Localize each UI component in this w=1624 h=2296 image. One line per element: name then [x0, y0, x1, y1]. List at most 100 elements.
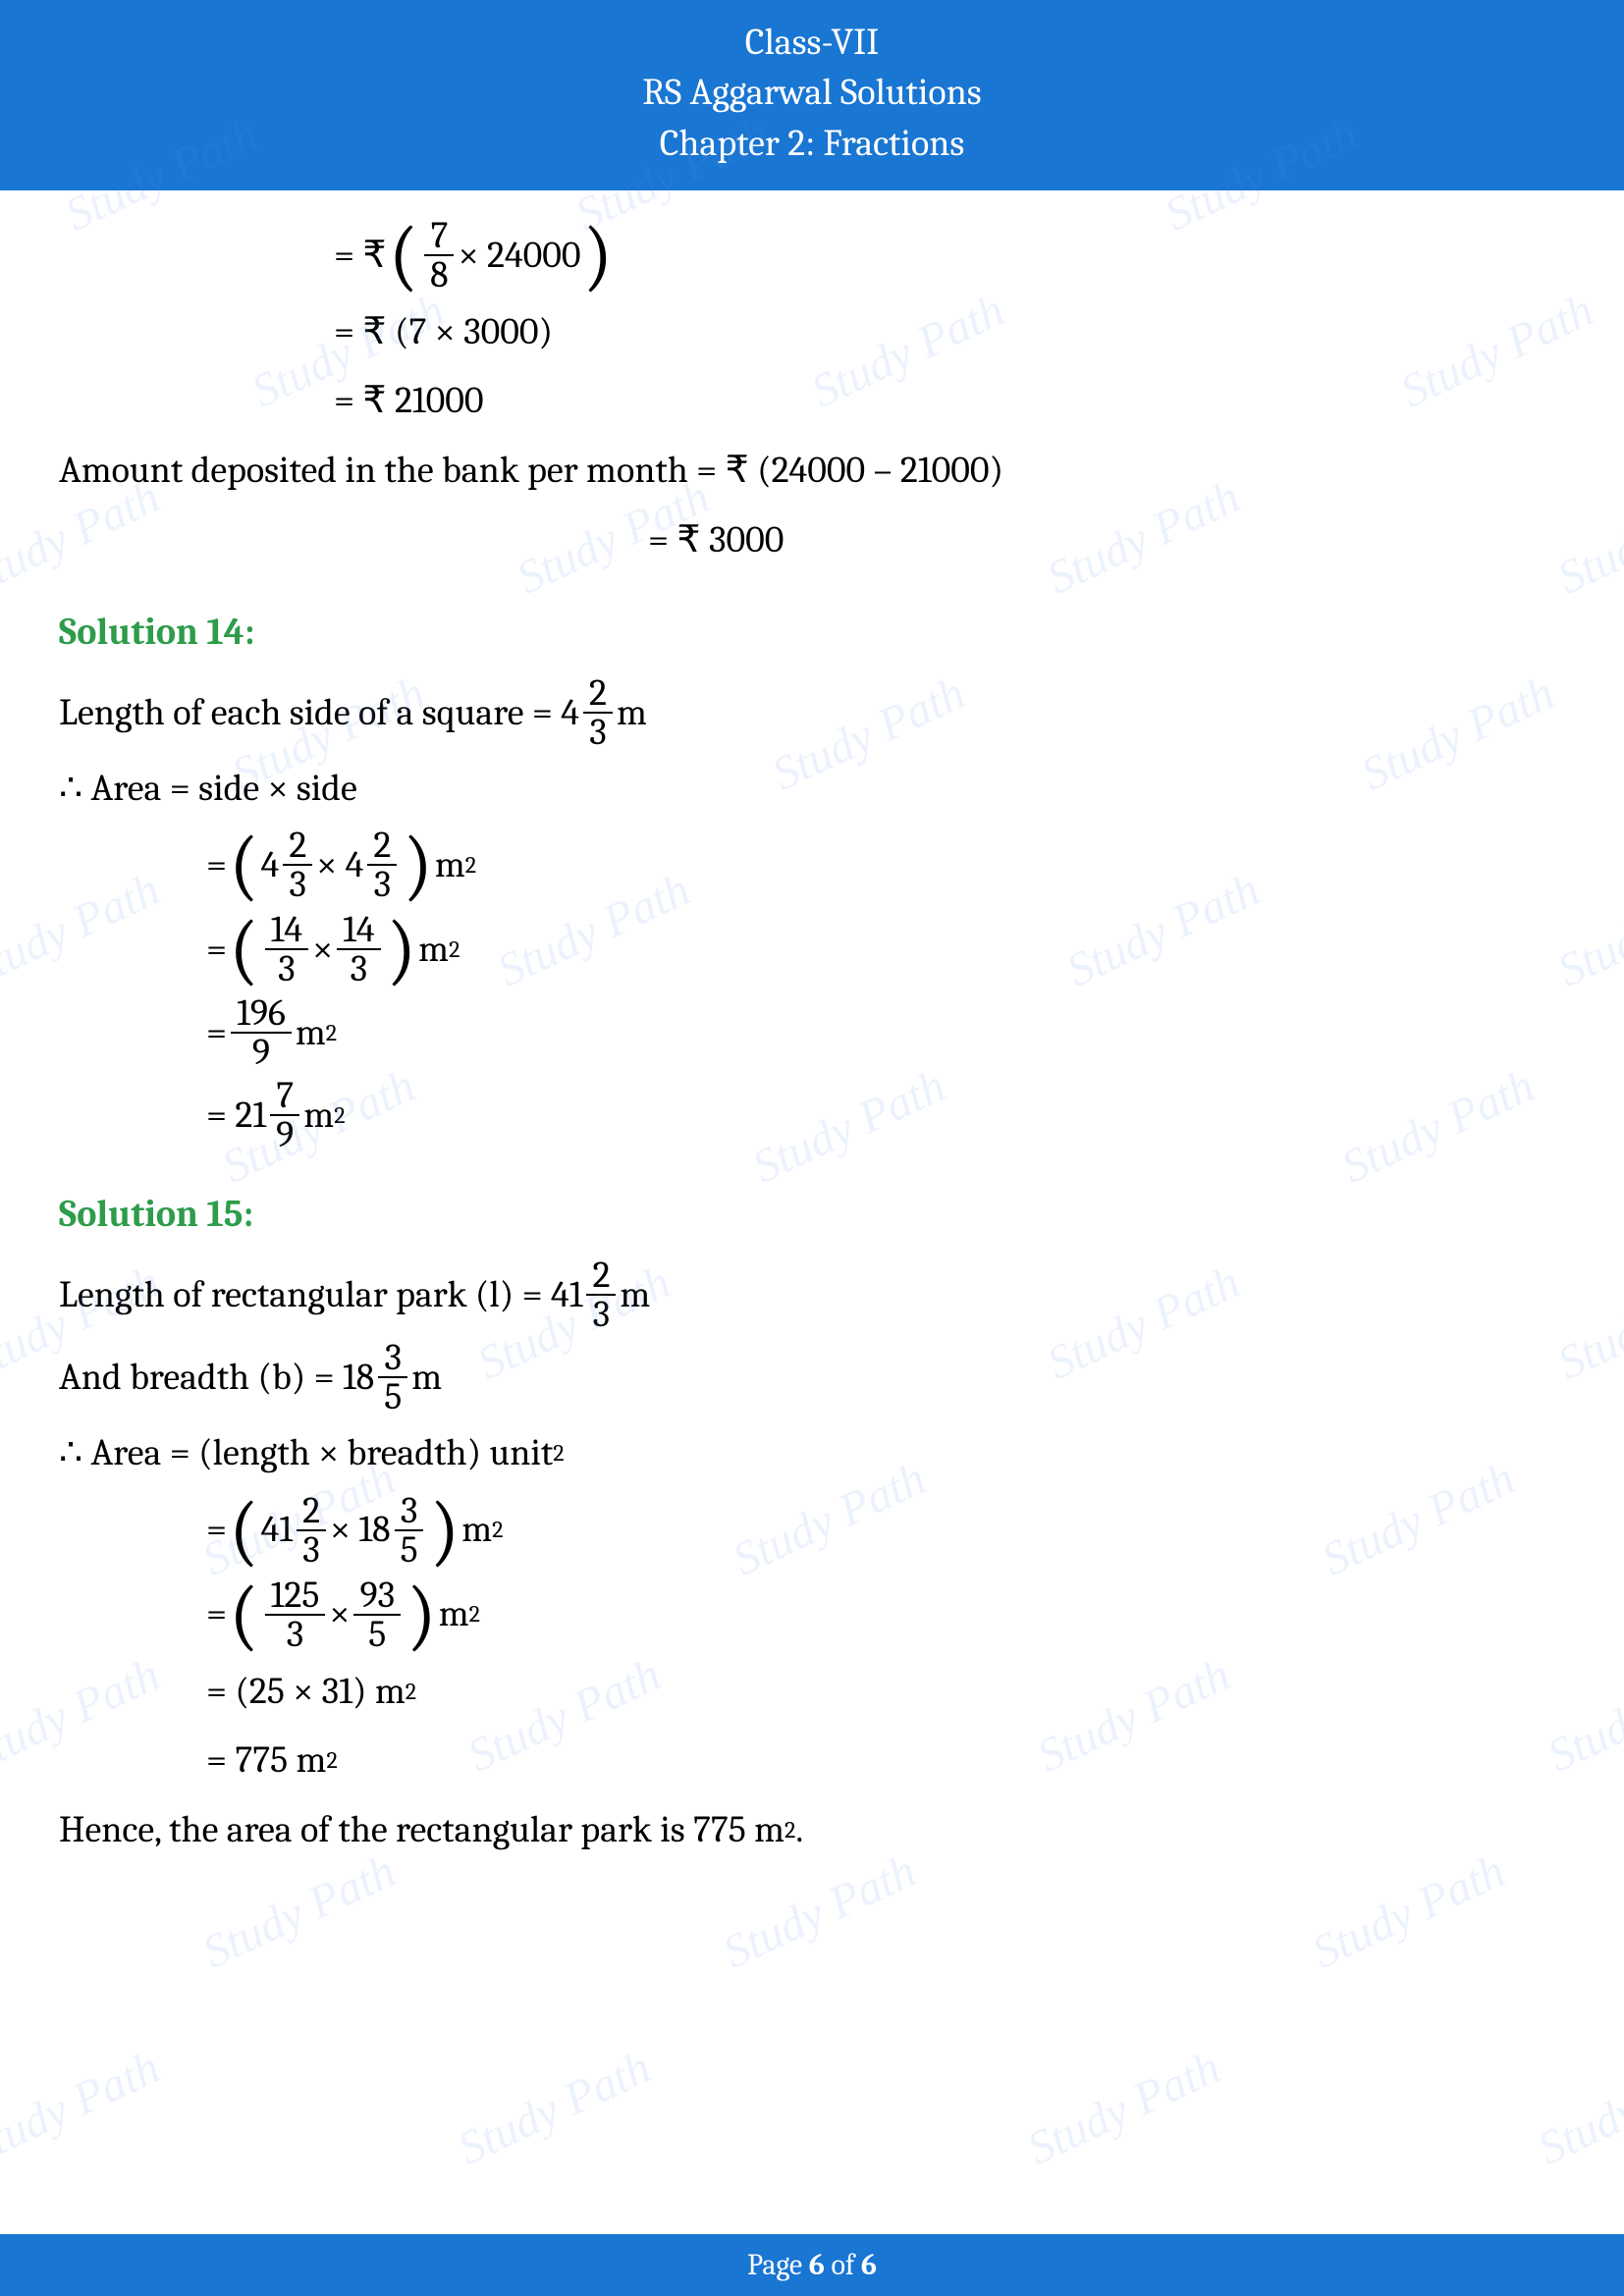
paren-right: ): [403, 826, 433, 904]
eq-line: = ( 14 3 × 14 3 ) m2: [59, 910, 1565, 988]
numerator: 2: [297, 1492, 326, 1531]
watermark-text: Study Path: [0, 2040, 168, 2175]
page-content: = ₹ ( 7 8 × 24000 ) = ₹ (7 × 3000) = ₹ 2…: [0, 190, 1624, 1862]
fraction: 93 5: [353, 1576, 401, 1653]
text: = 21: [206, 1084, 266, 1148]
denominator: 3: [345, 950, 374, 988]
fraction: 196 9: [231, 994, 292, 1071]
text: = ₹: [334, 224, 387, 288]
paren-right: ): [430, 1491, 460, 1570]
text: m: [461, 1498, 492, 1562]
denominator: 3: [272, 950, 301, 988]
sup: 2: [326, 1740, 337, 1781]
header-line-3: Chapter 2: Fractions: [0, 119, 1624, 169]
footer-current: 6: [809, 2248, 825, 2282]
sup: 2: [469, 1594, 480, 1634]
paren-left: (: [229, 826, 259, 904]
text: m: [411, 1346, 442, 1410]
paren-left: (: [229, 1491, 259, 1570]
header-line-1: Class-VII: [0, 18, 1624, 68]
numerator: 2: [283, 827, 312, 866]
text: × 4: [316, 833, 363, 897]
numerator: 14: [265, 911, 308, 950]
fraction: 3 5: [395, 1492, 424, 1569]
sup: 2: [553, 1433, 564, 1473]
page-header: Class-VII RS Aggarwal Solutions Chapter …: [0, 0, 1624, 190]
eq-line: = ₹ (7 × 3000): [59, 300, 1565, 364]
denominator: 5: [395, 1531, 424, 1569]
numerator: 7: [424, 217, 454, 256]
text: m: [439, 1582, 469, 1646]
fraction: 7 8: [424, 217, 454, 294]
eq-line: = 196 9 m2: [59, 994, 1565, 1071]
text: Length of each side of a square = 4: [59, 681, 579, 745]
text: m: [617, 681, 647, 745]
watermark-text: Study Path: [1304, 1843, 1513, 1979]
text: m: [435, 833, 465, 897]
text: m: [303, 1084, 334, 1148]
text: =: [206, 833, 227, 897]
fraction: 3 5: [378, 1339, 407, 1415]
eq-line: = 21 7 9 m2: [59, 1077, 1565, 1153]
solution-14-heading: Solution 14:: [59, 601, 1565, 665]
eq-line: = ₹ 21000: [59, 369, 1565, 433]
text: 4: [261, 833, 280, 897]
watermark-text: Study Path: [1530, 2040, 1624, 2175]
text: = 775 m: [206, 1729, 326, 1792]
numerator: 14: [337, 911, 380, 950]
fraction: 2 3: [283, 827, 312, 903]
text-line: And breadth (b) = 18 3 5 m: [59, 1339, 1565, 1415]
footer-total: 6: [861, 2248, 877, 2282]
sup: 2: [334, 1095, 345, 1136]
eq-line: = ₹ ( 7 8 × 24000 ): [59, 216, 1565, 294]
denominator: 3: [281, 1616, 310, 1653]
sup: 2: [465, 845, 476, 885]
numerator: 125: [265, 1576, 326, 1616]
watermark-text: Study Path: [194, 1843, 404, 1979]
eq-line: = 775 m2: [59, 1729, 1565, 1792]
watermark-text: Study Path: [715, 1843, 924, 1979]
text-line: Amount deposited in the bank per month =…: [59, 439, 1565, 503]
sup: 2: [326, 1013, 337, 1053]
sup: 2: [785, 1810, 795, 1850]
text: And breadth (b) = 18: [59, 1346, 374, 1410]
fraction: 125 3: [265, 1576, 326, 1653]
eq-line: = ( 41 2 3 × 18 3 5 ) m2: [59, 1491, 1565, 1570]
fraction: 7 9: [270, 1077, 299, 1153]
page-footer: Page 6 of 6: [0, 2234, 1624, 2296]
text: 41: [261, 1498, 293, 1562]
text: m: [296, 1001, 326, 1065]
denominator: 5: [362, 1616, 392, 1653]
denominator: 5: [378, 1378, 407, 1415]
text: =: [206, 1001, 227, 1065]
header-line-2: RS Aggarwal Solutions: [0, 68, 1624, 118]
denominator: 9: [246, 1034, 276, 1071]
text: × 18: [330, 1498, 391, 1562]
fraction: 2 3: [367, 827, 397, 903]
paren-right: ): [387, 910, 417, 988]
sup: 2: [449, 930, 460, 970]
fraction: 2 3: [583, 674, 613, 751]
denominator: 3: [297, 1531, 326, 1569]
denominator: 3: [284, 866, 313, 903]
paren-left: (: [229, 1575, 259, 1654]
footer-prefix: Page: [747, 2248, 809, 2282]
fraction: 2 3: [586, 1256, 616, 1333]
text: =: [206, 1498, 227, 1562]
solution-15-heading: Solution 15:: [59, 1183, 1565, 1247]
text: ×: [329, 1582, 350, 1646]
numerator: 93: [353, 1576, 401, 1616]
text-line: Length of each side of a square = 4 2 3 …: [59, 674, 1565, 751]
paren-left: (: [229, 910, 259, 988]
numerator: 196: [231, 994, 292, 1034]
text: m: [418, 918, 449, 982]
text: Length of rectangular park (l) = 41: [59, 1263, 582, 1327]
text-line: Length of rectangular park (l) = 41 2 3 …: [59, 1256, 1565, 1333]
denominator: 3: [583, 714, 613, 751]
numerator: 3: [395, 1492, 424, 1531]
numerator: 2: [583, 674, 613, 714]
text: ∴ Area = (length × breadth) unit: [59, 1421, 553, 1485]
text: = (25 × 31) m: [206, 1660, 406, 1724]
text-line: Hence, the area of the rectangular park …: [59, 1798, 1565, 1862]
paren-left: (: [389, 216, 419, 294]
